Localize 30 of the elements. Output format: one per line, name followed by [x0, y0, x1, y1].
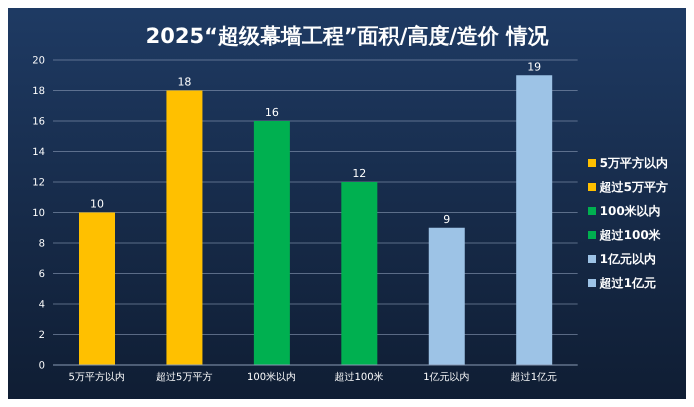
y-tick-label: 4: [38, 300, 45, 311]
legend-label: 5万平方以内: [600, 156, 668, 170]
legend-label: 1亿元以内: [600, 252, 656, 266]
data-label: 9: [443, 212, 450, 226]
x-tick-label: 100米以内: [247, 371, 296, 384]
data-label: 19: [527, 60, 542, 74]
legend-label: 超过100米: [600, 228, 661, 242]
legend-label: 超过1亿元: [600, 276, 656, 290]
data-label: 12: [352, 167, 366, 180]
y-tick-label: 6: [38, 269, 45, 280]
x-tick-label: 超过100米: [334, 371, 384, 384]
x-tick-label: 1亿元以内: [423, 371, 470, 384]
y-tick-label: 8: [38, 238, 45, 250]
x-tick-label: 超过5万平方: [156, 371, 212, 384]
y-tick-label: 2: [38, 330, 45, 342]
y-tick-label: 0: [38, 360, 45, 372]
legend-label: 100米以内: [600, 204, 661, 218]
y-tick-label: 16: [32, 116, 45, 128]
data-label: 16: [264, 106, 279, 119]
legend-label: 超过5万平方: [600, 180, 668, 194]
y-tick-label: 20: [32, 56, 45, 67]
data-label: 10: [90, 198, 104, 210]
data-label: 18: [177, 76, 192, 88]
x-tick-label: 超过1亿元: [510, 371, 558, 384]
y-tick-label: 14: [32, 147, 45, 158]
chart-title: 2025“超级幕墙工程”面积/高度/造价 情况: [144, 23, 550, 50]
y-tick-label: 10: [32, 208, 45, 220]
y-tick-label: 18: [32, 86, 45, 98]
y-tick-label: 12: [32, 178, 45, 189]
x-tick-label: 5万平方以内: [68, 371, 125, 384]
